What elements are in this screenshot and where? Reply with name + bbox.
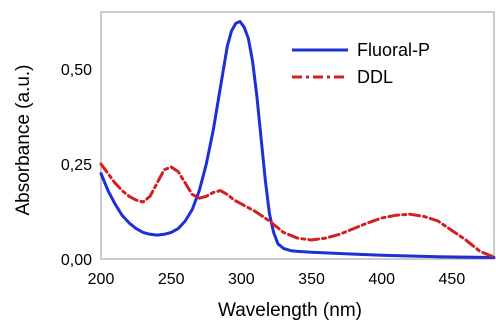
x-tick-label: 200	[88, 271, 115, 288]
x-tick-label: 450	[439, 271, 466, 288]
x-axis-label: Wavelength (nm)	[218, 300, 362, 321]
x-tick-label: 350	[298, 271, 325, 288]
x-tick-label: 400	[368, 271, 395, 288]
y-axis-label: Absorbance (a.u.)	[13, 64, 34, 215]
series-layer	[99, 20, 496, 259]
x-tick-label: 250	[158, 271, 185, 288]
series-line-fluoral-p	[99, 20, 496, 259]
plot-area	[99, 11, 496, 260]
series-line-ddl	[99, 162, 496, 259]
legend-label-ddl: DDL	[357, 67, 393, 87]
x-axis-ticks: 200 250 300 350 400 450	[88, 271, 466, 288]
legend-label-fluoral-p: Fluoral-P	[357, 40, 430, 60]
legend: Fluoral-P DDL	[292, 40, 430, 87]
y-axis-ticks: 0,00 0,25 0,50	[61, 62, 92, 269]
x-tick-label: 300	[228, 271, 255, 288]
y-tick-label: 0,00	[61, 252, 92, 269]
y-tick-label: 0,50	[61, 62, 92, 79]
plot-frame	[100, 11, 495, 260]
y-tick-label: 0,25	[61, 157, 92, 174]
